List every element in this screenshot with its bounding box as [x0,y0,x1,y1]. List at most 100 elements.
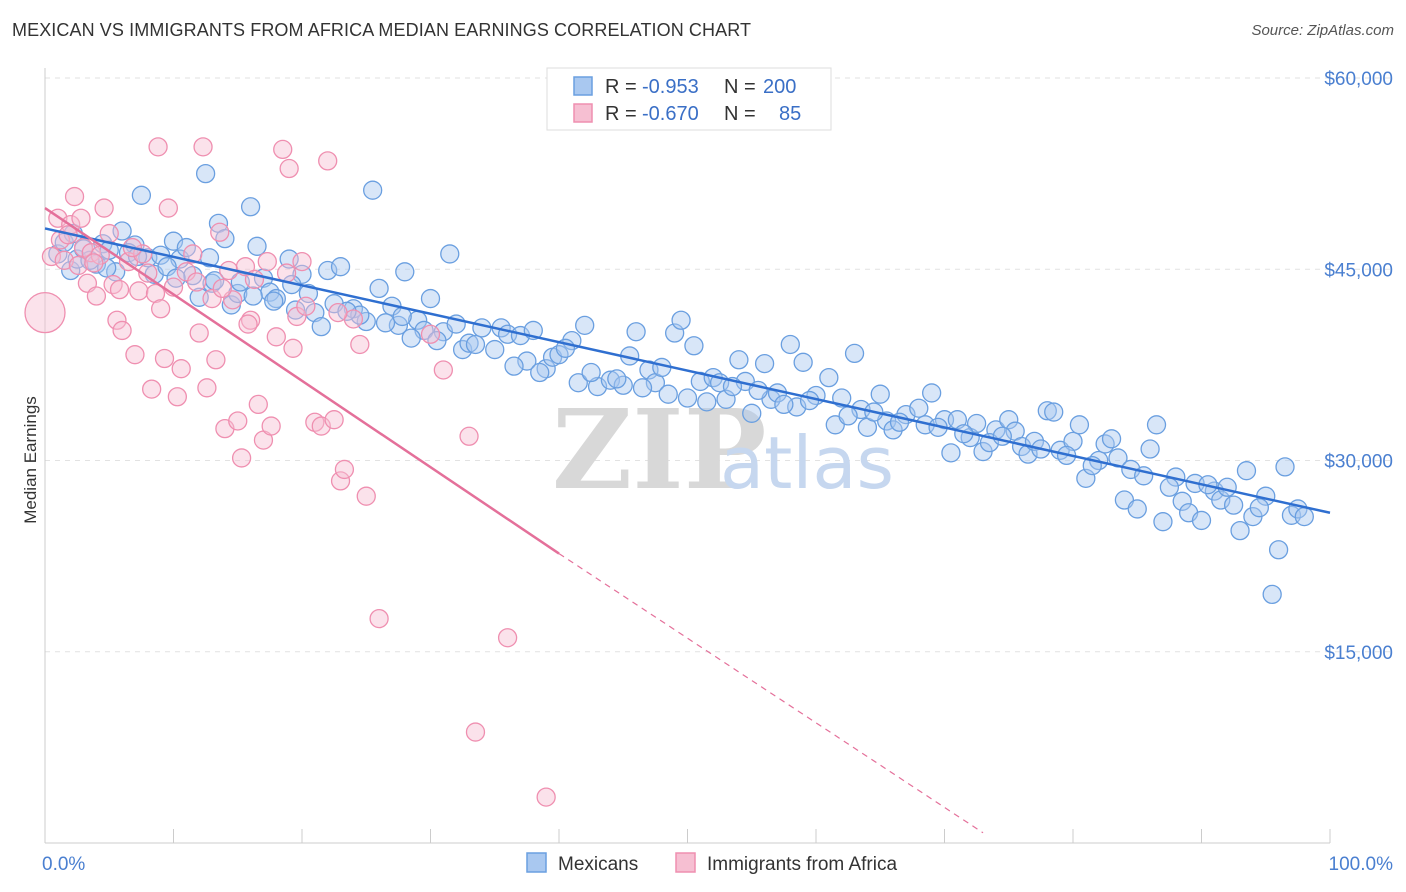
point-mexicans-140 [1230,520,1250,541]
point-africa-35 [197,378,217,398]
point-mexicans-47 [420,288,441,309]
point-africa-69 [459,426,479,446]
point-africa-81 [238,314,258,334]
y-tick-label-1: $30,000 [1324,452,1393,473]
point-mexicans-195 [230,272,250,292]
point-mexicans-136 [1191,510,1212,531]
point-africa-26 [154,348,175,369]
point-mexicans-21 [202,273,222,293]
point-africa-34 [193,137,213,157]
point-mexicans-196 [264,291,284,311]
point-africa-49 [257,251,277,272]
point-mexicans-128 [1127,499,1147,519]
point-africa-72 [536,787,556,807]
bottom-legend-mexicans: Mexicans [558,854,638,875]
point-mexicans-30 [266,288,286,309]
point-mexicans-166 [607,369,627,389]
point-mexicans-173 [799,390,820,411]
y-axis-label: Median Earnings [21,396,40,524]
axes [44,68,1331,844]
point-mexicans-154 [243,286,263,306]
point-africa-29 [167,387,188,407]
point-mexicans-161 [465,334,486,355]
point-africa-11 [86,286,107,306]
legend-r-value-0: -0.953 [642,76,699,98]
point-mexicans-158 [375,313,396,333]
point-mexicans-159 [401,328,421,348]
legend-r-label-1: R = [605,103,637,125]
bottom-legend-swatch-africa [675,852,696,873]
point-mexicans-167 [632,378,653,398]
source-label: Source: ZipAtlas.com [1251,22,1394,39]
point-africa-7 [68,255,89,276]
point-mexicans-118 [1044,402,1064,422]
point-mexicans-172 [774,394,794,415]
point-mexicans-144 [1262,584,1282,605]
point-africa-84 [328,302,348,323]
legend-r-value-1: -0.670 [642,103,699,125]
point-mexicans-77 [684,336,704,356]
point-mexicans-75 [671,310,691,330]
point-mexicans-117 [1037,401,1057,421]
point-mexicans-32 [285,300,306,320]
point-mexicans-106 [941,443,961,463]
point-africa-65 [356,486,376,506]
point-mexicans-64 [568,373,588,393]
point-mexicans-131 [1153,512,1173,532]
point-mexicans-100 [883,420,903,440]
point-mexicans-27 [247,236,267,256]
point-africa-36 [202,288,222,309]
point-africa-51 [266,327,286,347]
point-mexicans-52 [459,333,479,353]
point-mexicans-102 [909,398,929,418]
point-africa-70 [465,722,486,742]
point-africa-54 [283,338,303,358]
point-africa-32 [183,244,203,264]
point-mexicans-121 [1069,415,1090,435]
point-mexicans-25 [228,283,248,304]
point-mexicans-186 [1159,477,1180,497]
point-africa-50 [261,416,281,436]
point-africa-20 [129,281,149,301]
point-africa-38 [210,222,230,242]
point-mexicans-49 [440,244,460,264]
legend-n-label-0: N = [724,76,756,98]
point-mexicans-112 [999,410,1019,430]
legend: R = -0.953 N = 200 R = -0.670 N = 85 [546,67,832,131]
point-africa-6 [64,186,85,207]
bottom-legend-swatch-mexicans [526,852,547,873]
legend-swatch-mexicans [573,76,593,96]
point-africa-52 [273,139,293,160]
legend-r-label-0: R = [605,76,637,98]
point-mexicans-109 [966,413,987,434]
point-africa-68 [433,360,454,380]
point-africa-64 [350,334,370,355]
point-mexicans-129 [1140,439,1160,459]
y-tick-label-3: $60,000 [1324,69,1393,90]
y-tick-label-2: $45,000 [1324,260,1393,281]
point-africa-15 [103,274,123,295]
gridlines [45,77,1395,653]
point-africa-16 [107,310,127,330]
point-mexicans-165 [581,362,601,383]
point-africa-22 [138,263,158,283]
point-africa-60 [324,410,344,430]
point-mexicans-146 [1275,457,1295,477]
point-mexicans-192 [127,246,148,267]
y-tick-labels: $15,000 $30,000 $45,000 $60,000 [1324,69,1393,664]
point-africa-66 [369,608,389,629]
legend-n-value-1: 85 [779,103,801,125]
point-mexicans-130 [1146,415,1167,435]
point-africa-47 [248,394,268,415]
point-mexicans-168 [658,384,678,404]
point-mexicans-141 [1236,461,1257,481]
point-mexicans-53 [472,318,492,338]
point-mexicans-82 [729,350,749,370]
point-africa-62 [334,459,355,480]
point-africa-37 [206,350,226,370]
point-africa-13 [94,198,114,218]
series-mexicans-points [48,163,1314,605]
point-africa-76 [84,253,104,273]
legend-n-label-1: N = [724,103,756,125]
